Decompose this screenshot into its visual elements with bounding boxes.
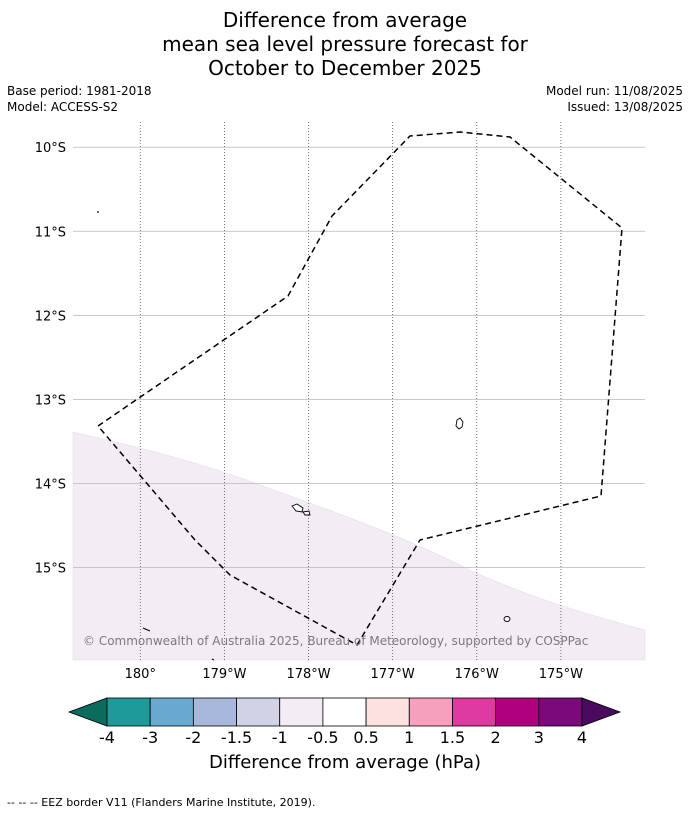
lat-tick-label: 11°S <box>35 225 66 240</box>
island-small-east <box>503 616 511 622</box>
copyright-notice: © Commonwealth of Australia 2025, Bureau… <box>83 634 588 648</box>
colorbar-tick-label: -4 <box>99 728 115 747</box>
meta-right: Model run: 11/08/2025 Issued: 13/08/2025 <box>546 83 683 115</box>
meta-left: Base period: 1981-2018 Model: ACCESS-S2 <box>7 83 152 115</box>
latitude-gridlines <box>73 146 645 568</box>
colorbar-tick-label: -1.5 <box>221 728 252 747</box>
colorbar-tick-label: -2 <box>185 728 201 747</box>
map-title: Difference from average mean sea level p… <box>0 8 690 80</box>
latitude-labels: 10°S 11°S 12°S 13°S 14°S 15°S <box>35 141 66 576</box>
eez-source-note: -- -- -- EEZ border V11 (Flanders Marine… <box>7 796 316 809</box>
lat-tick-label: 10°S <box>35 141 66 156</box>
lat-tick-label: 15°S <box>35 562 66 577</box>
colorbar: -4 -3 -2 -1.5 -1 -0.5 0.5 1 1.5 2 3 4 <box>67 697 622 747</box>
island-dot <box>97 211 99 213</box>
island-wallis <box>455 417 464 430</box>
colorbar-tick-label: -1 <box>272 728 288 747</box>
lon-tick-label: 179°W <box>202 667 246 682</box>
colorbar-segment <box>149 697 194 727</box>
colorbar-tick-label: 0.5 <box>353 728 378 747</box>
title-line-3: October to December 2025 <box>208 56 482 80</box>
colorbar-tick-label: 1 <box>404 728 414 747</box>
island-futuna <box>291 503 311 516</box>
colorbar-segment <box>408 697 453 727</box>
colorbar-tick-label: -3 <box>142 728 158 747</box>
lon-tick-label: 178°W <box>286 667 330 682</box>
colorbar-tick-label: 4 <box>577 728 587 747</box>
lat-tick-label: 13°S <box>35 393 66 408</box>
model-name: Model: ACCESS-S2 <box>7 100 119 114</box>
colorbar-segment <box>192 697 237 727</box>
eez-border <box>96 131 623 647</box>
lat-tick-label: 14°S <box>35 477 66 492</box>
colorbar-extend-low <box>67 697 108 727</box>
colorbar-title: Difference from average (hPa) <box>208 752 482 773</box>
title-line-1: Difference from average <box>222 8 468 32</box>
base-period: Base period: 1981-2018 <box>7 84 152 98</box>
colorbar-segments <box>106 697 583 727</box>
colorbar-segment <box>452 697 497 727</box>
colorbar-tick-label: 1.5 <box>440 728 465 747</box>
lat-tick-label: 12°S <box>35 309 66 324</box>
colorbar-segment <box>538 697 583 727</box>
colorbar-tick-label: 2 <box>491 728 501 747</box>
colorbar-segment <box>495 697 540 727</box>
lon-tick-label: 175°W <box>539 667 583 682</box>
island-small-south <box>211 658 215 661</box>
colorbar-segment <box>365 697 410 727</box>
lon-tick-label: 180° <box>125 667 156 682</box>
model-run: Model run: 11/08/2025 <box>545 84 683 98</box>
colorbar-segment <box>236 697 281 727</box>
anomaly-shaded-region <box>72 431 646 661</box>
colorbar-tick-label: -0.5 <box>307 728 338 747</box>
title-line-2: mean sea level pressure forecast for <box>162 32 528 56</box>
colorbar-tick-label: 3 <box>534 728 544 747</box>
lon-tick-label: 177°W <box>371 667 415 682</box>
longitude-labels: 180° 179°W 178°W 177°W 176°W 175°W <box>125 667 583 682</box>
lon-tick-label: 176°W <box>455 667 499 682</box>
map-panel: © Commonwealth of Australia 2025, Bureau… <box>72 122 646 661</box>
colorbar-extend-high <box>581 697 622 727</box>
issued-date: Issued: 13/08/2025 <box>567 100 683 114</box>
island-small-southwest <box>142 627 151 632</box>
colorbar-tick-labels: -4 -3 -2 -1.5 -1 -0.5 0.5 1 1.5 2 3 4 <box>99 728 587 747</box>
colorbar-segment <box>322 697 367 727</box>
colorbar-segment <box>279 697 324 727</box>
colorbar-segment <box>106 697 151 727</box>
